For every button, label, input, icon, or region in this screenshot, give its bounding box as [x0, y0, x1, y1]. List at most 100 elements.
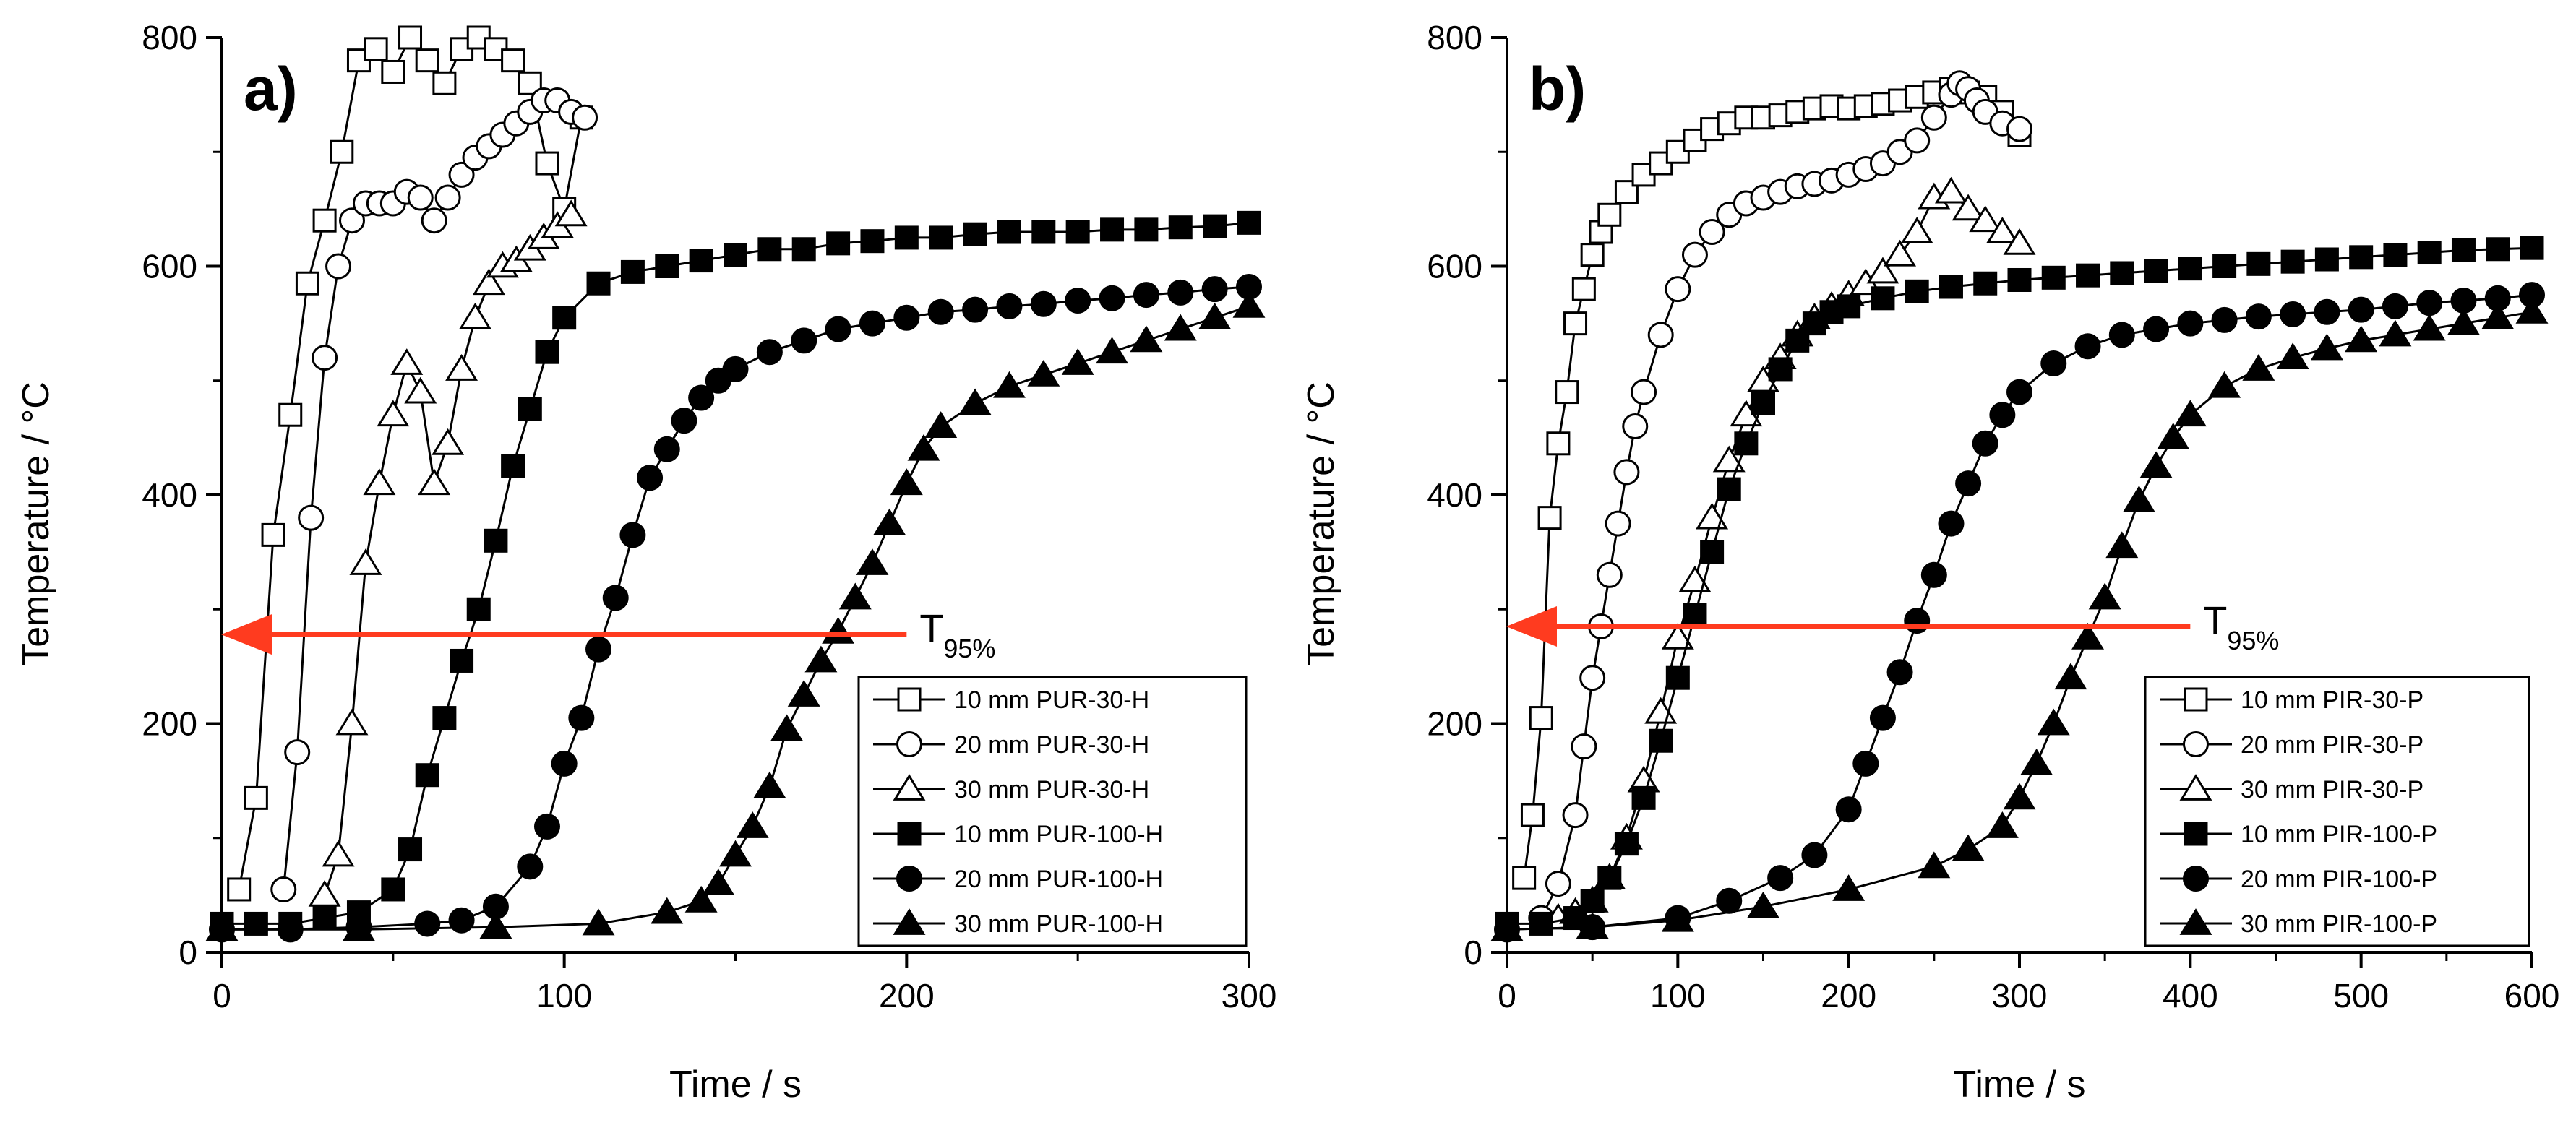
data-point: [1061, 348, 1094, 375]
data-point: [996, 293, 1023, 319]
data-point: [1934, 176, 1967, 204]
data-point: [2006, 379, 2032, 405]
data-point: [997, 220, 1021, 244]
data-point: [2515, 296, 2549, 324]
data-point: [364, 37, 388, 61]
data-point: [1065, 287, 1091, 314]
data-point: [377, 400, 410, 427]
data-point: [756, 339, 783, 366]
legend-box: [857, 676, 1248, 947]
series-line: [1558, 190, 2020, 919]
data-point: [1989, 402, 2016, 428]
y-tick-label: 800: [142, 19, 197, 56]
data-point: [1198, 302, 1232, 329]
data-point: [1869, 704, 1896, 731]
data-point: [533, 813, 560, 840]
data-point: [1884, 239, 1917, 267]
legend-label: 10 mm PUR-30-H: [954, 686, 1149, 714]
data-point: [1837, 294, 1861, 319]
panel-label: b): [1529, 55, 1586, 123]
data-point: [1734, 431, 1759, 456]
data-point: [472, 268, 505, 296]
legend: 10 mm PIR-30-P 20 mm PIR-30-P 30 mm PIR-30…: [2144, 676, 2530, 947]
legend-item: 10 mm PIR-30-P: [2160, 686, 2423, 714]
data-point: [2242, 354, 2275, 381]
data-point: [1661, 622, 1694, 650]
data-point: [484, 528, 508, 553]
legend-item: 10 mm PUR-100-H: [873, 821, 1163, 848]
data-point: [325, 253, 352, 280]
data-point: [2481, 302, 2515, 329]
data-point: [873, 508, 906, 535]
panel-b: 0 100 200 300 400 500 600 0 200 400 600 800 Time / s…: [1300, 19, 2559, 1105]
data-point: [1576, 912, 1609, 939]
y-tick-label: 400: [142, 476, 197, 514]
data-point: [1649, 728, 1673, 753]
series-5: [209, 273, 1262, 943]
data-point: [2110, 261, 2134, 285]
legend-item: 20 mm PUR-100-H: [873, 866, 1163, 893]
data-point: [338, 207, 365, 234]
data-point: [1920, 561, 1947, 588]
data-point: [450, 648, 474, 673]
data-point: [688, 384, 715, 411]
x-axis-title: Time / s: [1954, 1064, 2086, 1105]
data-point: [1167, 279, 1194, 306]
x-axis-title: Time / s: [669, 1064, 802, 1105]
data-point: [335, 708, 369, 736]
data-point: [1969, 205, 2002, 233]
data-point: [2208, 371, 2241, 398]
series-1: [1512, 77, 2032, 890]
data-point: [381, 877, 405, 902]
annotation-main: T: [2203, 599, 2227, 642]
series-3: [308, 199, 588, 907]
data-point: [791, 237, 816, 262]
data-point: [655, 254, 679, 278]
data-point: [2054, 663, 2087, 690]
data-point: [825, 316, 851, 342]
legend-marker: [2184, 822, 2208, 846]
data-point: [1529, 911, 1553, 936]
x-tick-label: 300: [1992, 977, 2048, 1014]
data-point: [1768, 357, 1793, 382]
annotation-label: T95%: [2203, 599, 2279, 655]
data-point: [2314, 298, 2340, 325]
legend-marker: [2179, 908, 2212, 935]
annotation-subscript: 95%: [943, 634, 995, 663]
data-point: [479, 912, 512, 939]
data-point: [2212, 254, 2237, 278]
data-point: [1579, 665, 1606, 691]
data-point: [407, 184, 434, 211]
data-point: [551, 750, 578, 777]
data-point: [2276, 342, 2309, 369]
data-point: [2007, 267, 2032, 292]
data-point: [381, 59, 405, 84]
data-point: [2122, 486, 2155, 512]
data-point: [838, 582, 872, 610]
data-point: [1747, 891, 1779, 918]
legend-marker: [2183, 866, 2209, 892]
data-point: [2076, 263, 2100, 288]
data-point: [620, 259, 645, 284]
data-point: [907, 434, 940, 461]
data-point: [1597, 202, 1622, 227]
data-point: [1134, 217, 1159, 242]
data-point: [448, 161, 475, 188]
data-point: [415, 48, 439, 73]
data-point: [517, 853, 544, 880]
data-point: [1580, 243, 1605, 267]
data-point: [1938, 510, 1965, 537]
data-point: [568, 704, 595, 731]
data-point: [1716, 887, 1743, 914]
data-point: [753, 771, 786, 798]
data-point: [284, 739, 311, 766]
data-point: [227, 877, 252, 902]
data-point: [2040, 350, 2067, 377]
y-tick-label: 200: [142, 705, 197, 743]
data-point: [1665, 276, 1691, 303]
data-point: [2157, 422, 2190, 449]
data-point: [1571, 733, 1597, 760]
x-tick-label: 0: [212, 977, 231, 1014]
y-axis-title: Temperature / °C: [1300, 382, 1342, 666]
